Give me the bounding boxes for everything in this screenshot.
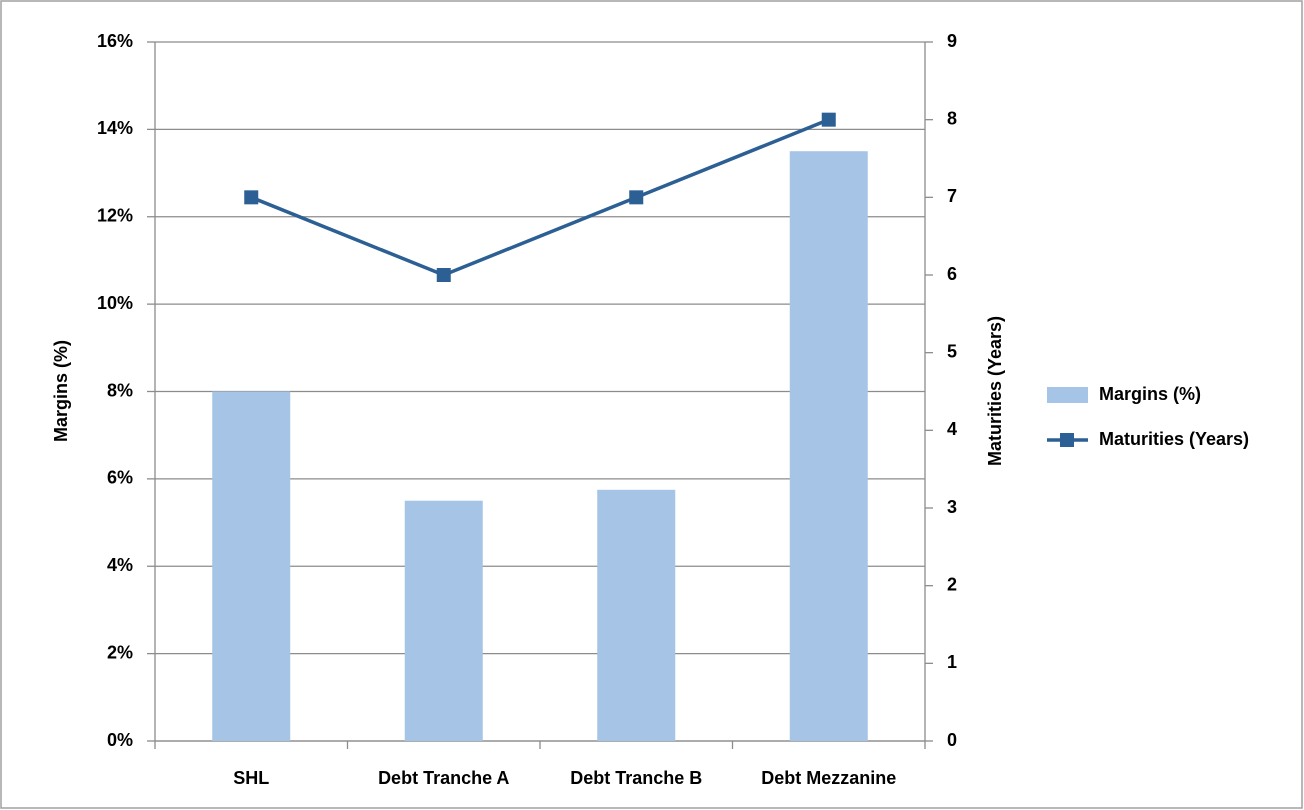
legend-swatch <box>1047 387 1088 403</box>
y-tick-label: 14% <box>97 118 133 138</box>
y2-tick-label: 4 <box>947 419 957 439</box>
bar <box>212 391 291 741</box>
y2-tick-label: 8 <box>947 108 957 128</box>
y2-tick-label: 2 <box>947 574 957 594</box>
y2-tick-label: 0 <box>947 730 957 750</box>
y-tick-label: 4% <box>107 555 133 575</box>
y2-axis-title: Maturities (Years) <box>985 316 1005 466</box>
line-marker <box>244 190 259 205</box>
legend-label: Maturities (Years) <box>1099 429 1249 449</box>
y-tick-label: 0% <box>107 730 133 750</box>
y2-tick-label: 5 <box>947 341 957 361</box>
bar <box>404 500 483 741</box>
x-tick-label: Debt Mezzanine <box>761 768 896 788</box>
y-tick-label: 6% <box>107 468 133 488</box>
x-tick-label: SHL <box>233 768 269 788</box>
y-tick-label: 10% <box>97 293 133 313</box>
y2-tick-label: 6 <box>947 264 957 284</box>
y-tick-label: 16% <box>97 31 133 51</box>
bar <box>597 489 676 741</box>
y2-tick-label: 7 <box>947 186 957 206</box>
x-tick-label: Debt Tranche B <box>570 768 702 788</box>
line-marker <box>629 190 644 205</box>
y-axis-title: Margins (%) <box>51 340 71 442</box>
y2-tick-label: 1 <box>947 652 957 672</box>
legend-label: Margins (%) <box>1099 384 1201 404</box>
y2-tick-label: 9 <box>947 31 957 51</box>
line-marker <box>821 112 836 127</box>
y2-tick-label: 3 <box>947 497 957 517</box>
legend-swatch <box>1060 433 1074 447</box>
y-tick-label: 2% <box>107 642 133 662</box>
x-tick-label: Debt Tranche A <box>378 768 509 788</box>
y-tick-label: 12% <box>97 206 133 226</box>
line <box>250 118 830 277</box>
line-marker <box>436 268 451 282</box>
y-tick-label: 8% <box>107 380 133 400</box>
bar <box>789 151 868 741</box>
